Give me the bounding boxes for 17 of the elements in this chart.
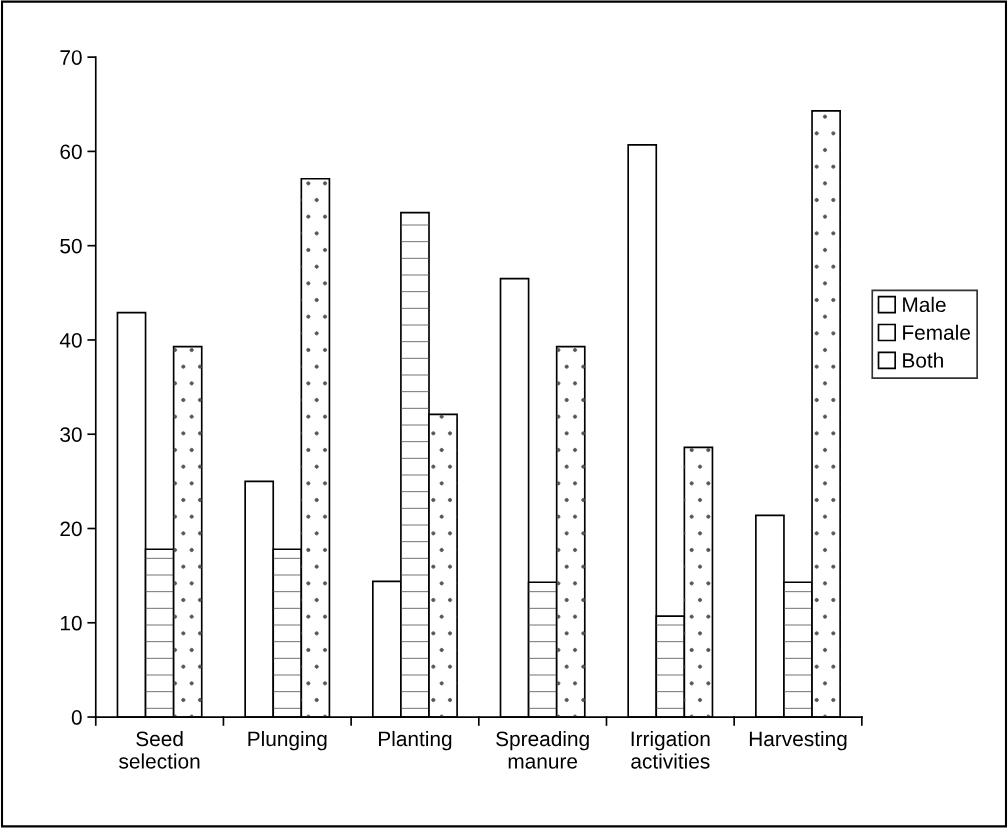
y-tick-label: 30 (60, 427, 82, 442)
y-tick-label: 50 (60, 238, 82, 254)
x-tick-label: Seed selection (119, 730, 200, 769)
y-tick-label: 0 (71, 710, 82, 725)
y-tick-label: 60 (60, 144, 82, 160)
y-tick-label: 40 (59, 332, 82, 348)
y-tick-label: 20 (60, 521, 82, 537)
x-tick-label: Spreading manure (496, 730, 589, 769)
x-tick-label: Irrigation activities (631, 730, 710, 769)
y-tick-label: 70 (60, 50, 82, 65)
legend-label: Male (903, 296, 946, 313)
legend-label: Both (903, 352, 943, 368)
x-tick-label: Harvesting (749, 730, 847, 751)
x-tick-label: Planting (379, 730, 452, 751)
x-tick-label: Plunging (248, 730, 327, 751)
legend-label: Female (903, 324, 970, 340)
y-tick-label: 10 (60, 615, 82, 631)
